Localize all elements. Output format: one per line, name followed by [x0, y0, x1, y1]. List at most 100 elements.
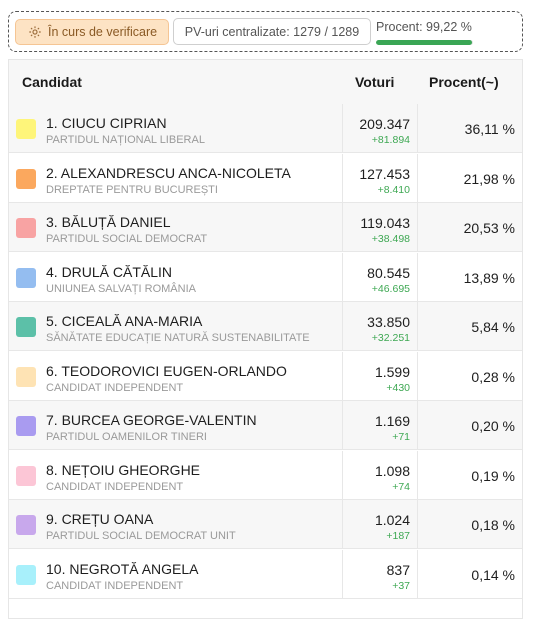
vote-percent: 36,11 % [464, 121, 515, 137]
column-divider [417, 104, 418, 152]
column-divider [342, 401, 343, 449]
vote-delta: +32.251 [371, 332, 410, 344]
candidate-name: 5. CICEALĂ ANA-MARIA [46, 313, 203, 329]
vote-count: 837 [386, 561, 410, 578]
column-divider [417, 500, 418, 548]
table-row[interactable]: 5. CICEALĂ ANA-MARIA SĂNĂTATE EDUCAȚIE NA… [9, 302, 522, 351]
table-row[interactable]: 4. DRULĂ CĂTĂLIN UNIUNEA SALVAȚI ROMÂNIA 8… [9, 252, 522, 302]
percent-progress: Procent: 99,22 % [376, 20, 476, 46]
candidate-party: PARTIDUL OAMENILOR TINERI [46, 431, 207, 443]
verification-status-label: În curs de verificare [48, 25, 158, 39]
candidate-party: DREPTATE PENTRU BUCUREȘTI [46, 183, 218, 196]
column-header-candidate: Candidat [22, 74, 82, 90]
candidate-name: 2. ALEXANDRESCU ANCA-NICOLETA [46, 164, 291, 181]
candidate-name: 7. BURCEA GEORGE-VALENTIN [46, 412, 257, 428]
vote-delta: +37 [392, 579, 410, 592]
candidate-name: 1. CIUCU CIPRIAN [46, 115, 167, 131]
candidate-party: PARTIDUL SOCIAL DEMOCRAT [46, 233, 208, 245]
vote-percent: 20,53 % [463, 220, 515, 236]
candidate-name: 8. NEȚOIU GHEORGHE [46, 461, 201, 478]
vote-count: 127.453 [359, 165, 410, 182]
candidate-party: CANDIDAT INDEPENDENT [46, 579, 184, 592]
column-divider [342, 203, 343, 251]
column-divider [342, 549, 343, 598]
candidate-color-swatch [16, 465, 36, 486]
column-divider [417, 203, 418, 251]
candidate-name: 6. TEODOROVICI EUGEN-ORLANDO [46, 362, 287, 379]
table-row[interactable]: 7. BURCEA GEORGE-VALENTIN PARTIDUL OAMENI… [9, 401, 522, 450]
table-row[interactable]: 10. NEGROTĂ ANGELA CANDIDAT INDEPENDENT 83… [9, 549, 522, 599]
vote-percent: 0,20 % [471, 418, 515, 434]
column-divider [342, 500, 343, 548]
vote-percent: 0,28 % [471, 368, 515, 385]
vote-count: 209.347 [359, 116, 410, 132]
vote-percent: 13,89 % [463, 269, 515, 286]
column-divider [342, 302, 343, 350]
vote-count: 1.098 [374, 462, 410, 479]
vote-delta: +71 [392, 431, 410, 443]
column-header-votes[interactable]: Voturi [355, 74, 395, 90]
vote-delta: +46.695 [371, 282, 410, 295]
vote-delta: +74 [392, 480, 410, 493]
candidate-party: PARTIDUL SOCIAL DEMOCRAT UNIT [46, 530, 236, 542]
column-divider [417, 351, 418, 400]
column-divider [342, 351, 343, 400]
candidate-color-swatch [16, 267, 36, 288]
vote-percent: 21,98 % [463, 170, 515, 187]
candidate-color-swatch [16, 119, 36, 139]
candidate-name: 10. NEGROTĂ ANGELA [46, 560, 199, 577]
pv-counter: PV-uri centralizate: 1279 / 1289 [173, 18, 371, 45]
vote-count: 1.169 [374, 413, 410, 429]
column-divider [342, 252, 343, 301]
table-row[interactable]: 3. BĂLUȚĂ DANIEL PARTIDUL SOCIAL DEMOCRAT… [9, 203, 522, 252]
candidate-party: UNIUNEA SALVAȚI ROMÂNIA [46, 282, 196, 295]
candidate-color-swatch [16, 168, 36, 189]
vote-count: 1.024 [374, 512, 410, 528]
table-row[interactable]: 9. CREȚU OANA PARTIDUL SOCIAL DEMOCRAT UN… [9, 500, 522, 549]
candidate-name: 4. DRULĂ CĂTĂLIN [46, 263, 173, 280]
column-divider [417, 252, 418, 301]
table-row[interactable]: 6. TEODOROVICI EUGEN-ORLANDO CANDIDAT IND… [9, 351, 522, 401]
column-divider [342, 450, 343, 499]
candidate-color-swatch [16, 515, 36, 535]
column-divider [417, 153, 418, 202]
candidate-color-swatch [16, 564, 36, 585]
vote-delta: +187 [386, 530, 410, 542]
candidate-party: CANDIDAT INDEPENDENT [46, 480, 184, 493]
verification-status-badge[interactable]: În curs de verificare [15, 19, 169, 45]
table-header: Candidat Voturi Procent(~) [9, 60, 522, 105]
candidate-name: 3. BĂLUȚĂ DANIEL [46, 214, 171, 230]
table-row[interactable]: 1. CIUCU CIPRIAN PARTIDUL NAȚIONAL LIBERA… [9, 104, 522, 153]
candidate-color-swatch [16, 366, 36, 387]
candidate-name: 9. CREȚU OANA [46, 511, 154, 527]
vote-delta: +38.498 [371, 233, 410, 245]
vote-count: 1.599 [374, 363, 410, 380]
table-row[interactable]: 8. NEȚOIU GHEORGHE CANDIDAT INDEPENDENT 1.… [9, 450, 522, 500]
status-bar: În curs de verificare PV-uri centralizat… [8, 11, 523, 52]
candidate-party: SĂNĂTATE EDUCAȚIE NATURĂ SUSTENABILITATE [46, 332, 310, 344]
progress-track [376, 40, 473, 45]
vote-percent: 0,18 % [471, 517, 515, 533]
table-row[interactable]: 2. ALEXANDRESCU ANCA-NICOLETA DREPTATE PE… [9, 153, 522, 203]
vote-percent: 0,14 % [471, 566, 515, 583]
candidate-color-swatch [16, 317, 36, 337]
results-table: Candidat Voturi Procent(~) 1. CIUCU CIPR… [8, 59, 523, 619]
vote-delta: +430 [386, 381, 410, 394]
vote-count: 119.043 [360, 215, 410, 231]
candidate-party: CANDIDAT INDEPENDENT [46, 381, 184, 394]
column-divider [342, 104, 343, 152]
percent-progress-label: Procent: 99,22 % [376, 20, 472, 34]
column-header-percent[interactable]: Procent(~) [429, 74, 499, 90]
column-divider [417, 450, 418, 499]
column-divider [342, 153, 343, 202]
progress-fill [376, 40, 473, 45]
candidate-color-swatch [16, 416, 36, 436]
vote-delta: +8.410 [377, 183, 410, 196]
pv-counter-label: PV-uri centralizate: 1279 / 1289 [184, 24, 360, 39]
column-divider [417, 549, 418, 598]
column-divider [417, 401, 418, 449]
vote-percent: 0,19 % [471, 467, 515, 484]
candidate-party: PARTIDUL NAȚIONAL LIBERAL [46, 134, 205, 146]
vote-delta: +81.894 [371, 134, 410, 146]
vote-percent: 5,84 % [471, 319, 515, 335]
